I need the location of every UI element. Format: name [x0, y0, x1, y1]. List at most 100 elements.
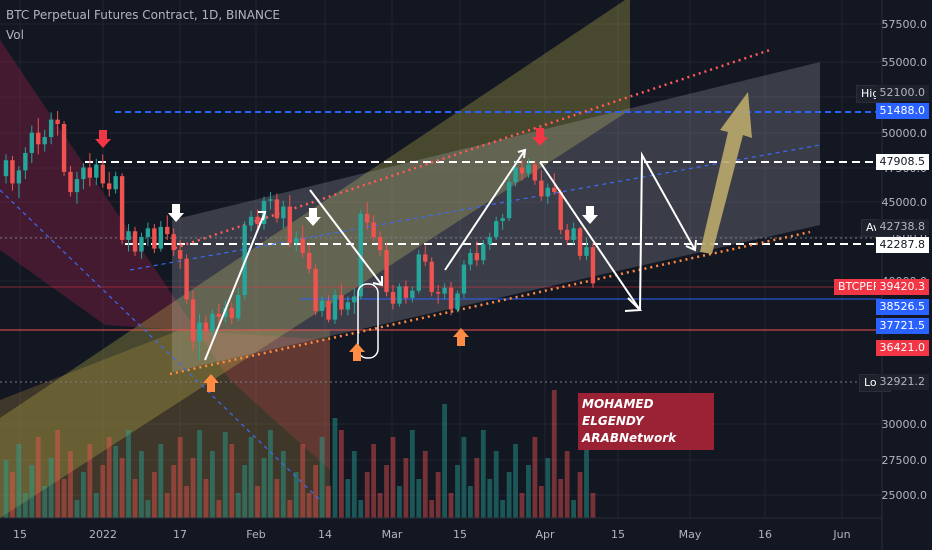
candle-body [539, 180, 544, 197]
volume-bar [351, 451, 357, 518]
volume-bar [48, 458, 54, 518]
buy-arrow-icon [203, 374, 219, 392]
candle-body [577, 228, 583, 256]
candle-body [55, 119, 60, 124]
volume-bar [358, 500, 364, 518]
candle-body [332, 295, 338, 320]
volume-bar [551, 390, 557, 518]
time-tick-label: Feb [246, 528, 265, 541]
candle-body [313, 268, 318, 311]
blue-down-trendline [0, 189, 321, 501]
volume-bar [113, 446, 119, 518]
volume-bar [319, 437, 325, 518]
candle-body [526, 164, 531, 174]
candle-body [145, 228, 151, 238]
volume-bar [10, 472, 15, 518]
highlight-ellipse [357, 283, 379, 359]
volume-bar [248, 437, 254, 518]
price-label: 32921.2 [875, 374, 929, 390]
candle-body [287, 206, 292, 243]
candle-body [139, 237, 144, 252]
volume-bar [87, 444, 93, 518]
volume-bar [164, 493, 170, 518]
volume-bar [532, 437, 538, 518]
volume-bar [171, 465, 177, 518]
candle-body [590, 247, 596, 284]
candle-body [564, 229, 570, 240]
candle-body [23, 152, 28, 171]
blue-trendline [129, 144, 821, 271]
candle-body [423, 254, 428, 262]
volume-bar [300, 444, 306, 518]
volume-bar [435, 472, 441, 518]
time-tick-label: 16 [758, 528, 772, 541]
price-label: 39420.3 [875, 279, 929, 295]
volume-bar [455, 465, 460, 518]
volume-bar [222, 432, 228, 518]
volume-bar [16, 444, 22, 518]
candle-body [319, 300, 325, 311]
candle-body [190, 299, 196, 342]
candle-body [410, 290, 415, 298]
arrowhead [685, 239, 697, 252]
volume-bar [287, 500, 293, 518]
volume-bar [345, 479, 351, 518]
candle-body [158, 226, 163, 249]
volume-bar [397, 486, 402, 518]
candle-body [119, 176, 125, 240]
candle-body [3, 160, 9, 177]
volume-bar [293, 472, 299, 518]
candle-body [468, 252, 473, 265]
volume-bar [126, 430, 131, 518]
candle-body [203, 322, 209, 332]
volume-bar [571, 500, 576, 518]
candle-body [100, 164, 105, 184]
candle-body [506, 181, 512, 219]
candle-body [87, 167, 93, 178]
candle-body [306, 252, 312, 269]
candle-body [455, 293, 460, 310]
down-arrow-icon [582, 206, 598, 224]
time-tick-label: 17 [173, 528, 187, 541]
arrowhead [372, 276, 383, 287]
volume-bar [377, 493, 383, 518]
candle-body [36, 132, 41, 145]
candle-body [552, 187, 557, 193]
volume-bar [190, 458, 196, 518]
volume-bar [145, 500, 151, 518]
candle-body [461, 264, 467, 294]
volume-bar [332, 418, 338, 518]
volume-bar [474, 458, 480, 518]
candle-body [448, 287, 454, 310]
volume-bar [487, 479, 493, 518]
lower-fill-zone [0, 330, 330, 518]
candle-body [16, 170, 22, 184]
resistance-trendline [174, 48, 771, 250]
candle-body [545, 187, 550, 197]
price-label: 42287.8 [875, 237, 929, 253]
volume-bar [151, 472, 157, 518]
volume-bar [590, 493, 596, 518]
candle-body [268, 199, 273, 201]
candle-body [42, 137, 47, 145]
volume-bar [197, 430, 202, 518]
time-tick-label: Apr [535, 528, 555, 541]
time-tick-label: 14 [318, 528, 332, 541]
volume-bar [364, 472, 370, 518]
volume-bar [261, 458, 267, 518]
candle-body [416, 254, 421, 291]
sell-arrow-icon [95, 130, 111, 148]
candle-body [248, 216, 254, 226]
candle-body [177, 250, 183, 259]
volume-bar [235, 493, 241, 518]
ascending-channel [0, 0, 630, 518]
price-tick-label: 30000.0 [882, 418, 928, 431]
volume-legend: Vol [6, 28, 24, 42]
volume-bar [519, 493, 525, 518]
price-tick-label: 25000.0 [882, 489, 928, 502]
volume-bar [371, 444, 377, 518]
candle-body [377, 237, 383, 251]
candle-body [300, 238, 305, 253]
volume-bar [306, 493, 312, 518]
